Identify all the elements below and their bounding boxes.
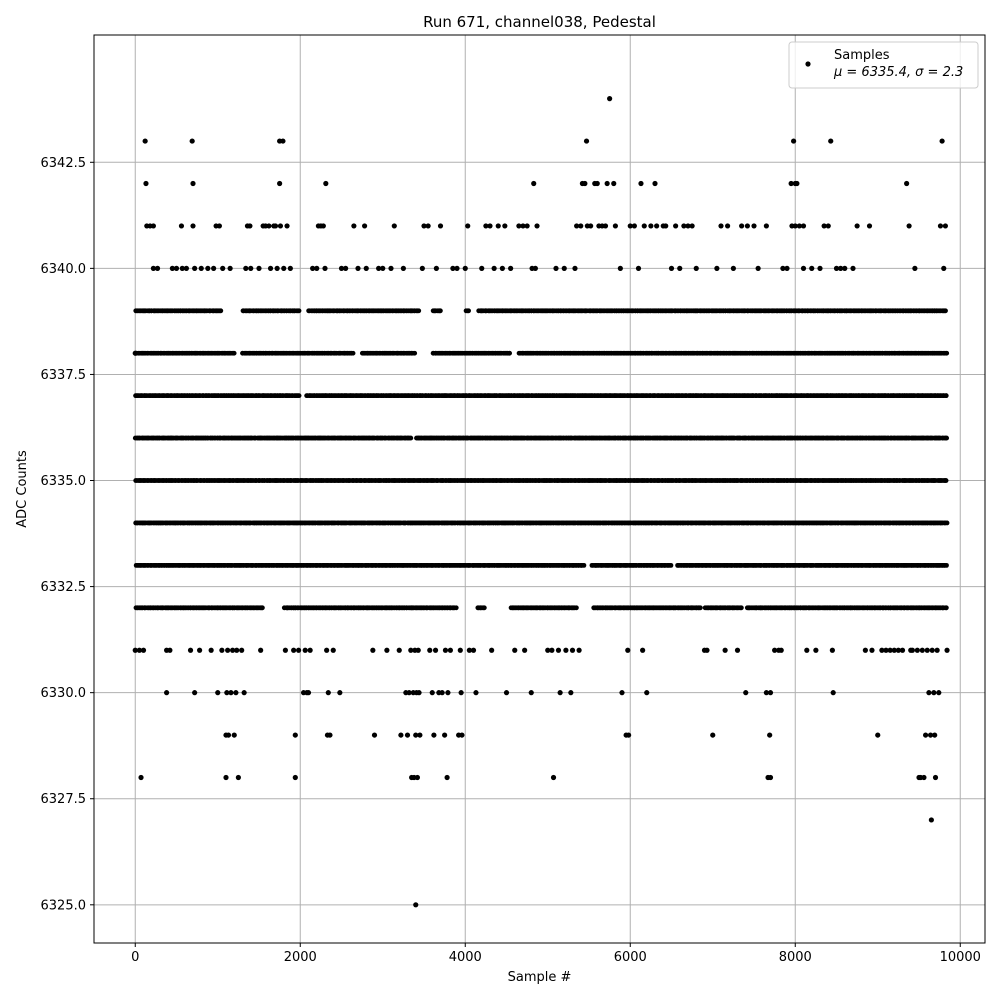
data-point bbox=[943, 308, 948, 314]
data-point bbox=[944, 435, 950, 441]
data-point bbox=[231, 350, 237, 356]
data-point bbox=[350, 350, 356, 356]
data-point bbox=[416, 308, 422, 314]
data-point bbox=[944, 350, 950, 356]
data-point bbox=[581, 562, 587, 568]
data-point bbox=[943, 393, 949, 399]
data-point bbox=[944, 562, 949, 568]
data-point bbox=[438, 308, 443, 314]
data-point bbox=[296, 308, 302, 314]
data-point bbox=[218, 308, 224, 314]
data-point bbox=[412, 350, 418, 356]
data-points bbox=[132, 96, 950, 908]
data-point bbox=[466, 308, 471, 314]
data-point bbox=[296, 393, 302, 399]
data-point bbox=[944, 520, 950, 526]
data-point bbox=[408, 435, 414, 441]
data-point bbox=[943, 478, 949, 483]
data-point bbox=[507, 350, 512, 356]
data-point bbox=[668, 562, 674, 568]
data-point bbox=[260, 605, 265, 611]
